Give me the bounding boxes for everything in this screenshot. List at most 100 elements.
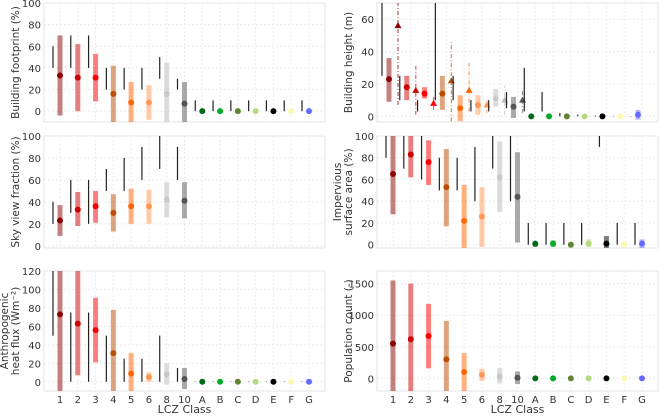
x-tick-label: 6 <box>479 395 485 406</box>
value-point-A <box>199 378 206 385</box>
x-tick-label: F <box>288 395 294 406</box>
value-point-3 <box>92 74 99 81</box>
x-tick-label: E <box>603 395 609 406</box>
y-tick-label: 100 <box>355 132 374 143</box>
value-point-E <box>270 378 277 385</box>
value-point-C <box>234 108 241 115</box>
y-tick-label: 60 <box>361 15 374 26</box>
value-point-B <box>217 378 224 385</box>
value-point-8 <box>163 196 170 203</box>
value-point-4 <box>439 90 446 97</box>
y-tick-label: 500 <box>355 343 374 354</box>
range-bar-1 <box>390 280 396 391</box>
value-point-D <box>585 375 592 382</box>
x-tick-label: 4 <box>110 395 116 406</box>
secondary-value-triangle <box>465 86 473 93</box>
value-point-1 <box>57 72 63 79</box>
y-tick-label: 0 <box>35 242 41 253</box>
y-tick-label: 20 <box>28 220 41 231</box>
value-point-8 <box>496 373 503 380</box>
value-point-2 <box>74 320 81 327</box>
x-tick-label: 10 <box>511 395 524 406</box>
plot-area <box>376 2 659 123</box>
value-point-1 <box>386 76 392 83</box>
value-point-A <box>532 375 539 382</box>
value-point-5 <box>457 105 464 112</box>
y-tick-label: 20 <box>361 219 374 230</box>
y-tick-label: 80 <box>28 21 41 32</box>
value-point-3 <box>421 90 428 97</box>
value-point-10 <box>514 374 521 381</box>
value-point-B <box>550 375 557 382</box>
y-axis-label: Impervious <box>332 163 344 221</box>
y-tick-label: 80 <box>28 304 41 315</box>
y-tick-label: 100 <box>22 0 41 10</box>
range-bar-1 <box>57 271 63 391</box>
secondary-value-triangle <box>430 99 438 106</box>
value-point-G <box>306 108 312 115</box>
value-point-6 <box>474 102 481 108</box>
y-tick-label: 40 <box>361 48 374 59</box>
value-point-2 <box>74 74 81 81</box>
value-point-C <box>567 375 574 382</box>
y-tick-label: 40 <box>28 64 41 75</box>
value-point-2 <box>407 336 414 343</box>
x-tick-label: 10 <box>178 395 191 406</box>
value-point-8 <box>492 95 499 102</box>
secondary-value-triangle <box>394 22 402 29</box>
y-tick-label: 1500 <box>349 280 374 291</box>
value-point-G <box>639 375 645 382</box>
value-point-10 <box>181 197 188 204</box>
value-point-F <box>288 378 295 385</box>
x-tick-label: G <box>638 395 646 406</box>
value-point-4 <box>443 356 450 363</box>
y-axis-label: Sky view fraction (%) <box>10 136 22 247</box>
value-point-F <box>617 113 624 120</box>
x-tick-label: 5 <box>128 395 134 406</box>
x-axis-label: LCZ Class <box>158 403 212 414</box>
x-tick-label: A <box>532 395 539 406</box>
y-axis-label: Building height (m) <box>343 12 355 113</box>
x-tick-label: 5 <box>461 395 467 406</box>
value-point-5 <box>128 99 135 106</box>
value-point-10 <box>514 193 521 200</box>
value-point-E <box>603 375 610 382</box>
value-point-3 <box>92 203 99 210</box>
x-tick-label: G <box>305 395 313 406</box>
value-point-G <box>306 378 312 385</box>
value-point-B <box>217 108 224 115</box>
value-point-6 <box>478 371 485 378</box>
panel-anthropogenic-heat-flux: 0 20 40 60 80 100 120 Anthropogenic heat flux (W… <box>0 267 326 416</box>
x-tick-label: 3 <box>425 395 431 406</box>
value-point-1 <box>390 171 396 178</box>
y-tick-label: 120 <box>22 267 41 278</box>
panel-building-height: 0 20 40 60 Building height (m) <box>343 2 659 123</box>
x-tick-label: 1 <box>390 395 396 406</box>
x-tick-label: 2 <box>408 395 414 406</box>
value-point-C <box>567 241 574 248</box>
value-point-D <box>585 240 592 247</box>
value-point-D <box>581 113 588 120</box>
value-point-E <box>603 240 610 247</box>
y-axis-label: Building footprint (%) <box>10 6 22 119</box>
x-tick-label: D <box>252 395 260 406</box>
y-tick-label: 0 <box>35 107 41 118</box>
value-point-5 <box>128 370 135 377</box>
y-axis-label: Population count (-) <box>343 279 355 382</box>
value-point-8 <box>163 371 170 378</box>
value-point-10 <box>181 376 188 382</box>
value-point-4 <box>110 350 117 357</box>
y-tick-label: 0 <box>368 374 374 385</box>
y-tick-label: 100 <box>22 132 41 143</box>
value-point-3 <box>425 333 432 340</box>
value-point-B <box>550 240 557 247</box>
x-tick-label: 4 <box>443 395 449 406</box>
value-point-E <box>270 108 277 115</box>
y-tick-label: 20 <box>361 80 374 91</box>
y-axis-label: heat flux (Wm⁻²) <box>10 287 22 375</box>
x-tick-label: 2 <box>75 395 81 406</box>
y-tick-label: 40 <box>28 341 41 352</box>
range-bar-5 <box>461 184 467 248</box>
range-bar-4 <box>443 320 449 391</box>
